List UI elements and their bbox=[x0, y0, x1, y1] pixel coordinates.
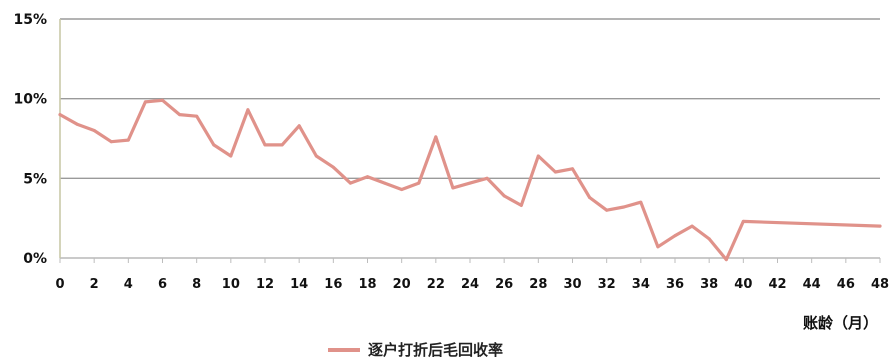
data-point-2 bbox=[92, 129, 96, 132]
data-point-10 bbox=[229, 154, 233, 158]
x-tick-label-3: 6 bbox=[158, 277, 167, 292]
axes bbox=[59, 19, 881, 263]
data-point-28 bbox=[536, 154, 540, 158]
data-point-16 bbox=[331, 165, 335, 169]
data-point-37 bbox=[690, 224, 694, 228]
x-tick-label-6: 12 bbox=[256, 277, 274, 292]
y-tick-label-1: 5% bbox=[23, 171, 47, 187]
data-point-12 bbox=[263, 143, 267, 147]
data-point-30 bbox=[571, 167, 574, 171]
data-point-0 bbox=[58, 113, 62, 117]
data-point-34 bbox=[639, 200, 643, 204]
data-point-25 bbox=[485, 176, 489, 180]
data-point-33 bbox=[622, 205, 626, 209]
legend-label: 逐户打折后毛回收率 bbox=[368, 341, 503, 359]
data-point-7 bbox=[178, 113, 182, 117]
data-point-5 bbox=[143, 100, 147, 104]
data-point-35 bbox=[656, 245, 660, 249]
x-tick-label-0: 0 bbox=[55, 277, 64, 292]
data-point-17 bbox=[348, 181, 352, 185]
x-tick-label-1: 2 bbox=[90, 277, 99, 292]
data-point-26 bbox=[502, 194, 506, 198]
data-point-13 bbox=[280, 143, 284, 147]
data-point-27 bbox=[519, 203, 523, 207]
x-tick-label-17: 34 bbox=[632, 277, 650, 292]
data-point-24 bbox=[468, 181, 472, 185]
data-point-38 bbox=[707, 237, 711, 241]
x-tick-label-11: 22 bbox=[427, 277, 445, 292]
x-tick-label-8: 16 bbox=[324, 277, 342, 292]
y-tick-label-2: 10% bbox=[13, 92, 47, 108]
data-point-6 bbox=[161, 98, 164, 102]
data-point-14 bbox=[297, 124, 301, 128]
data-point-11 bbox=[246, 108, 250, 112]
data-point-8 bbox=[195, 114, 199, 118]
tick-labels: 0%5%10%15%0 2 4 6 8 10 12 14 16 18 20 22 24 26 28 30 32 3… bbox=[13, 12, 889, 292]
x-tick-label-24: 48 bbox=[871, 277, 889, 292]
x-tick-label-23: 46 bbox=[837, 277, 855, 292]
data-point-1 bbox=[75, 122, 79, 126]
x-tick-label-10: 20 bbox=[393, 277, 411, 292]
x-tick-label-20: 40 bbox=[734, 277, 752, 292]
x-tick-label-16: 32 bbox=[598, 277, 616, 292]
legend: 逐户打折后毛回收率 bbox=[328, 341, 503, 359]
data-point-32 bbox=[605, 208, 609, 212]
series-line-0 bbox=[58, 98, 882, 262]
x-tick-label-9: 18 bbox=[358, 277, 376, 292]
data-point-23 bbox=[451, 186, 455, 190]
y-tick-label-3: 15% bbox=[13, 12, 47, 28]
x-tick-label-7: 14 bbox=[290, 277, 308, 292]
data-point-18 bbox=[366, 175, 369, 179]
data-point-31 bbox=[588, 196, 592, 199]
x-tick-label-12: 24 bbox=[461, 277, 479, 292]
x-tick-label-21: 42 bbox=[768, 277, 786, 292]
data-point-29 bbox=[553, 170, 557, 174]
x-tick-label-13: 26 bbox=[495, 277, 513, 292]
data-point-36 bbox=[673, 234, 677, 238]
x-tick-label-19: 38 bbox=[700, 277, 718, 292]
data-point-39 bbox=[724, 258, 728, 262]
x-tick-label-15: 30 bbox=[563, 277, 581, 292]
data-point-4 bbox=[126, 138, 130, 142]
x-tick-label-14: 28 bbox=[529, 277, 547, 292]
data-point-22 bbox=[434, 135, 438, 139]
series-layer bbox=[58, 98, 882, 262]
x-tick-label-22: 44 bbox=[803, 277, 821, 292]
data-point-20 bbox=[400, 188, 404, 191]
x-tick-label-4: 8 bbox=[192, 277, 201, 292]
x-axis-title: 账龄（月） bbox=[803, 314, 878, 332]
x-tick-label-2: 4 bbox=[124, 277, 133, 292]
y-tick-label-0: 0% bbox=[23, 251, 47, 267]
data-point-40 bbox=[741, 219, 745, 223]
data-point-3 bbox=[109, 140, 113, 144]
data-point-15 bbox=[314, 154, 318, 158]
data-point-41 bbox=[878, 224, 882, 228]
x-tick-label-18: 36 bbox=[666, 277, 684, 292]
data-point-9 bbox=[212, 143, 216, 147]
x-tick-label-5: 10 bbox=[222, 277, 240, 292]
data-point-19 bbox=[383, 181, 387, 185]
data-point-21 bbox=[417, 181, 421, 185]
